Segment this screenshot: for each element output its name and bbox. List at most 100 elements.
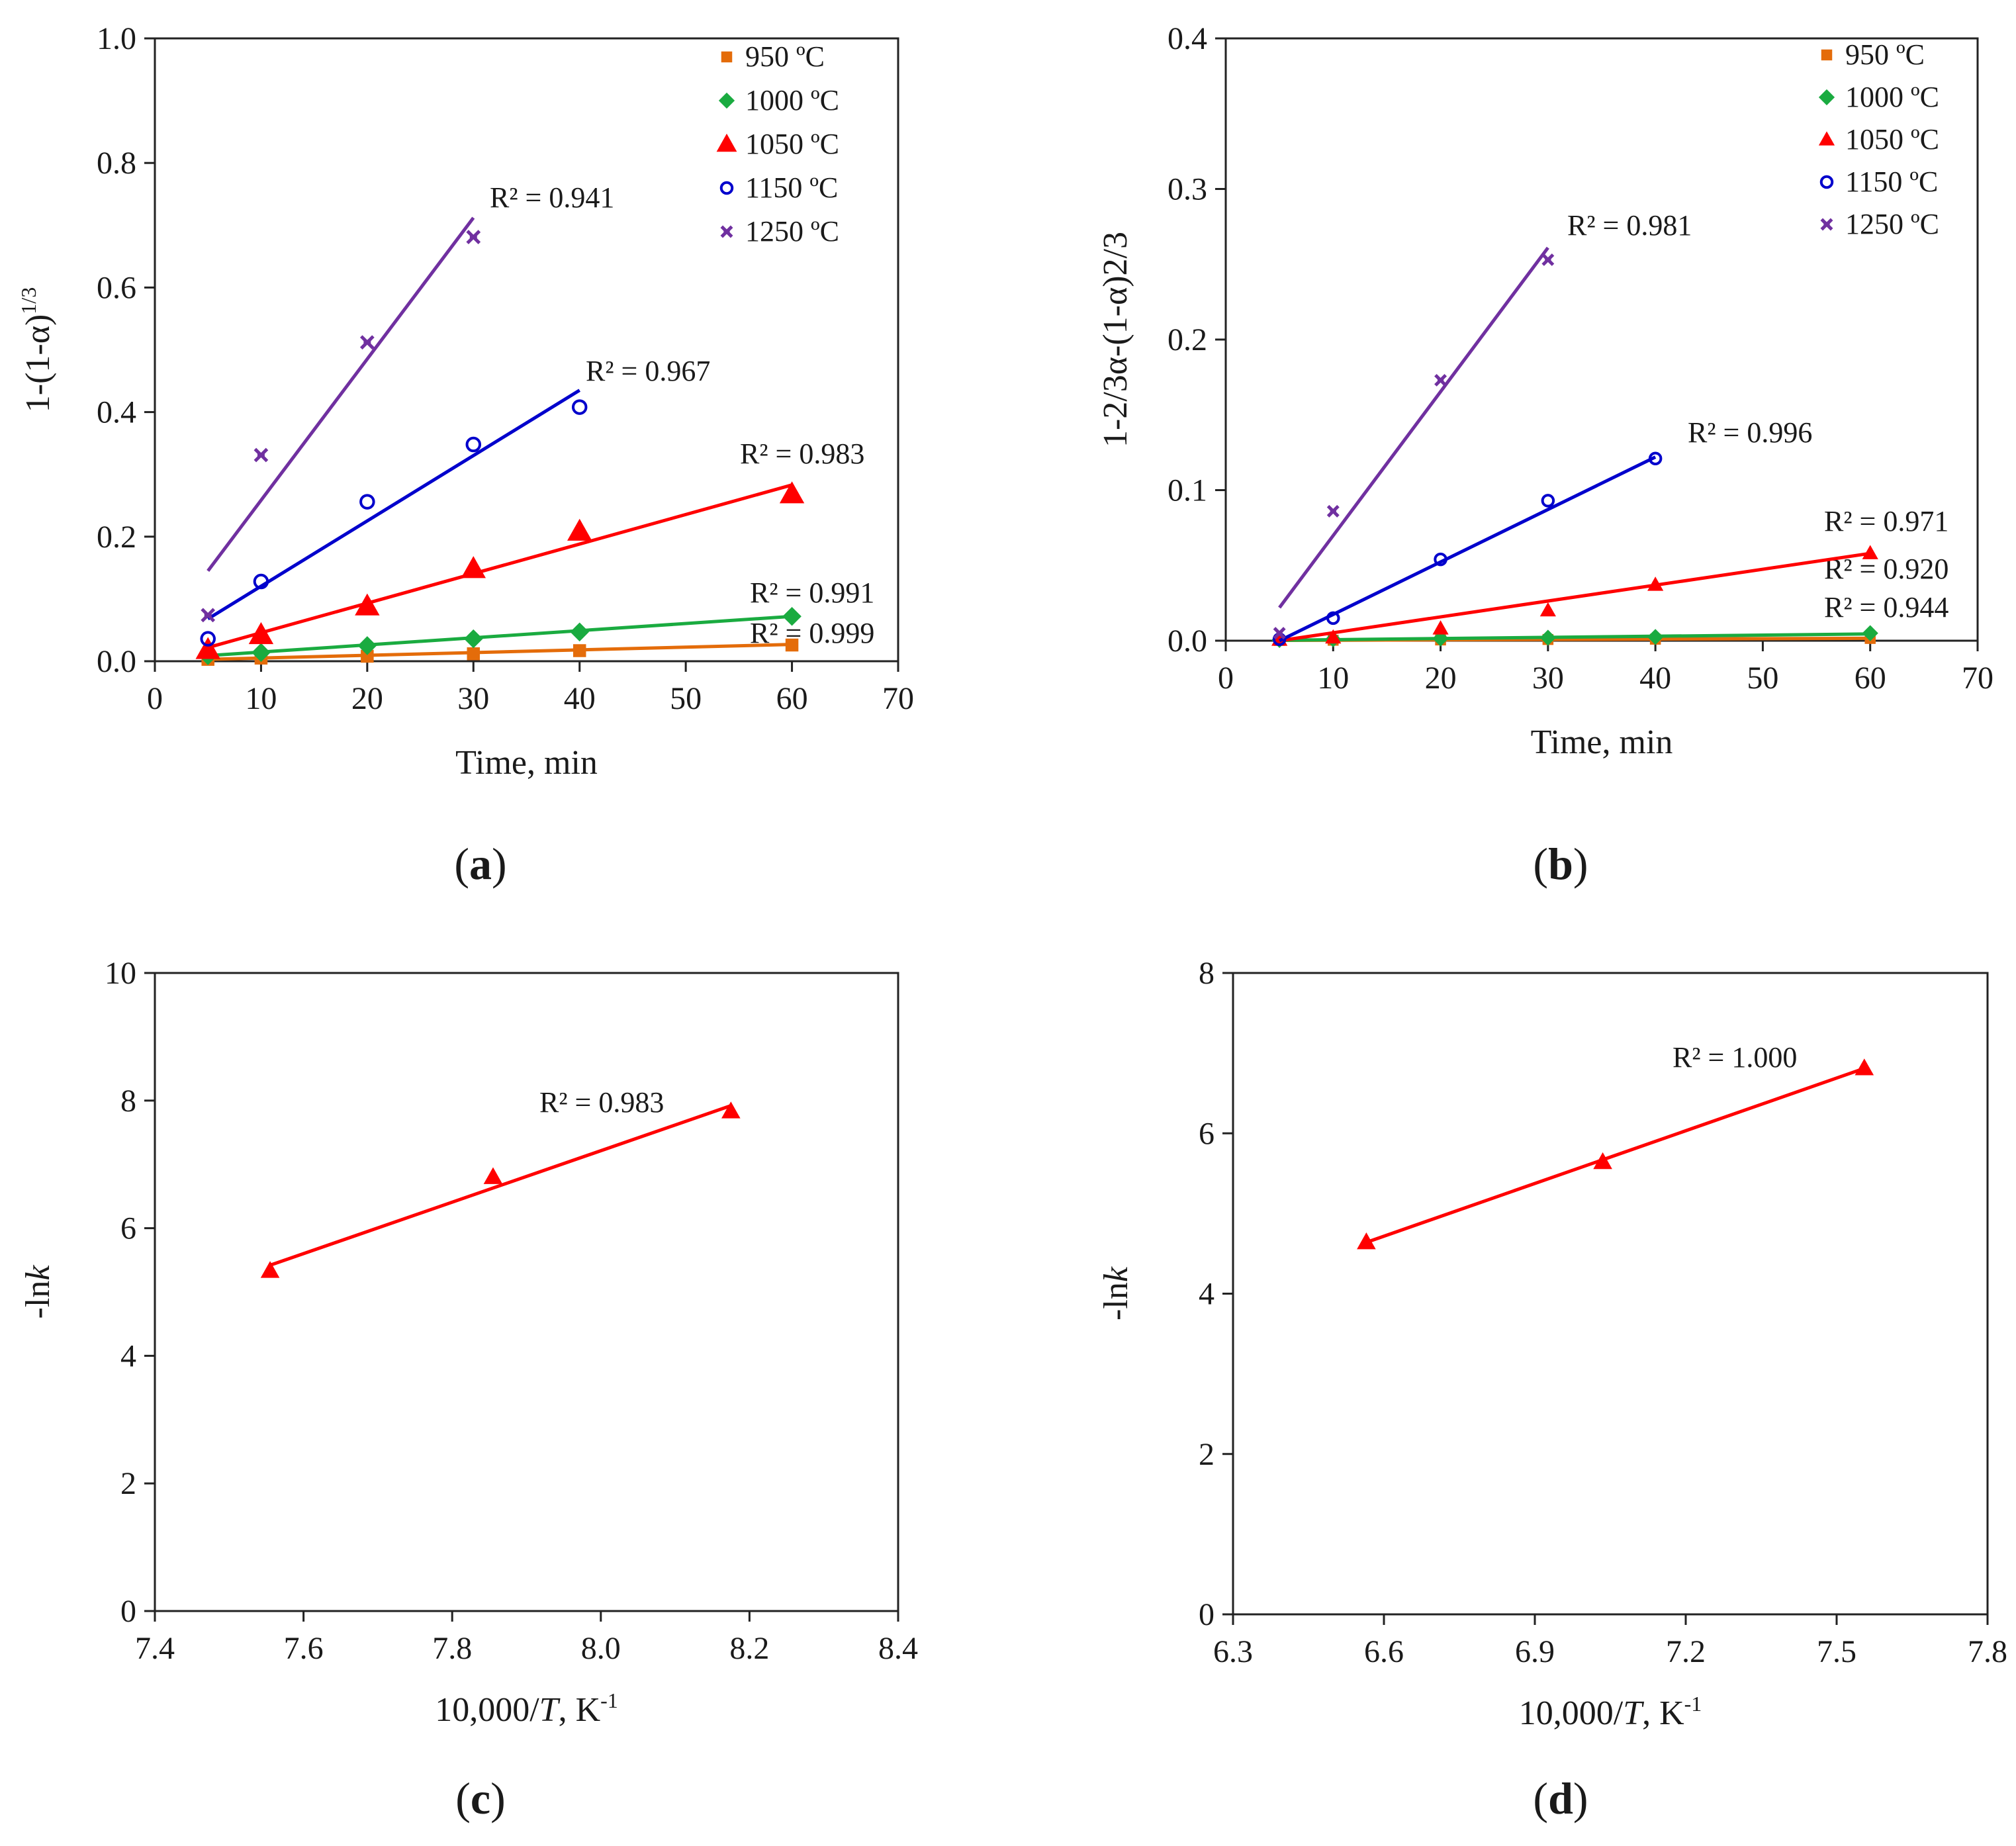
plot-area-c [154,972,899,1612]
y-tick-label: 0.1 [1168,473,1207,508]
data-point [355,593,380,616]
data-point [1855,1058,1874,1076]
data-point [567,518,592,541]
x-tick-label: 0 [1218,661,1234,696]
r-squared-label: R² = 0.971 [1824,505,1948,537]
data-point [195,637,220,659]
data-point [1434,373,1447,387]
series-a-2: R² = 0.983 [195,438,864,659]
plot-area-d [1232,972,1989,1616]
y-tick-label: 0 [1199,1597,1214,1632]
x-tick-label: 10 [1317,661,1349,696]
series-a-1: R² = 0.991 [198,577,874,665]
r-squared-label: R² = 0.944 [1824,591,1948,623]
x-tick-label: 7.8 [1968,1634,2007,1669]
data-point [359,494,375,510]
x-tick-label: 20 [1425,661,1457,696]
x-tick-label: 8.2 [729,1631,769,1666]
data-point [359,335,375,350]
legend-marker [718,92,735,109]
data-point [782,606,802,626]
x-tick-label: 7.8 [432,1631,472,1666]
data-point [467,647,481,661]
x-tick-label: 50 [670,681,702,716]
x-tick-label: 30 [1532,661,1564,696]
legend-entry: 1000 ºC [1845,81,1939,113]
data-point [357,636,377,655]
data-point [465,436,482,453]
x-tick-label: 0 [147,681,163,716]
r-squared-label: R² = 0.996 [1688,416,1812,449]
y-tick-label: 4 [120,1338,136,1373]
data-point [571,399,588,415]
data-point [1273,627,1286,640]
x-tick-label: 10 [245,681,277,716]
y-axis-title: 1-2/3α-(1-α)2/3 [1097,232,1134,447]
y-tick-label: 0.4 [97,395,136,430]
series-a-4: R² = 0.941 [201,181,614,623]
legend-entry: 1150 ºC [1845,165,1938,198]
y-tick-label: 8 [1199,956,1214,991]
y-tick-label: 0.4 [1168,21,1207,56]
data-point [463,629,483,649]
x-axis-title: Time, min [1531,723,1673,761]
r-squared-label: R² = 0.981 [1567,209,1692,242]
data-point [573,644,586,657]
data-point [1862,545,1878,559]
legend-entry: 1000 ºC [745,84,839,116]
y-tick-label: 0.8 [97,146,136,181]
x-tick-label: 8.0 [581,1631,621,1666]
data-point [1325,629,1342,644]
legend-marker [1819,175,1834,189]
data-point [253,447,269,463]
data-point [721,1101,741,1119]
data-point [1357,1232,1376,1250]
x-tick-label: 60 [776,681,808,716]
x-axis-title: 10,000/T, K-1 [435,1688,618,1729]
x-tick-label: 7.2 [1666,1634,1706,1669]
x-tick-label: 20 [351,681,383,716]
trend-line [207,483,793,649]
r-squared-label: R² = 0.983 [740,438,864,470]
data-point [1862,625,1878,641]
x-tick-label: 40 [1639,661,1671,696]
data-point [200,631,216,647]
trend-line [269,1104,732,1267]
trend-line [206,389,581,621]
data-point [466,230,481,245]
chart-d: 0 2 4 6 8 6.3 6.6 6.9 7.2 7.5 7.8 10,000/T, K-1 -lnk… [1097,956,2007,1823]
y-tick-label: 8 [120,1084,136,1119]
series-b-3: R² = 0.996 [1272,416,1812,646]
series-d-0: R² = 1.000 [1357,1041,1874,1250]
y-tick-label: 0.2 [1168,322,1207,357]
legend-marker [1820,218,1833,231]
y-tick-label: 0.0 [1168,623,1207,659]
data-point [248,622,274,645]
trend-line [1365,1066,1865,1244]
x-tick-label: 7.6 [284,1631,324,1666]
r-squared-label: R² = 0.991 [750,577,874,609]
legend-marker [1818,89,1835,106]
y-tick-label: 1.0 [97,21,136,56]
data-point [253,573,269,590]
y-tick-label: 0.0 [97,644,136,679]
data-point [260,1261,280,1278]
r-squared-label: R² = 1.000 [1672,1041,1797,1074]
data-point [1648,451,1663,465]
x-tick-label: 7.5 [1817,1634,1856,1669]
r-squared-label: R² = 0.983 [539,1086,664,1119]
y-tick-label: 2 [1199,1437,1214,1472]
legend-entry: 1250 ºC [1845,208,1939,240]
legend-entry: 950 ºC [745,40,825,73]
data-point [1539,629,1556,646]
legend-marker [721,51,733,63]
legend-marker [1818,131,1835,146]
y-tick-label: 6 [120,1211,136,1246]
plot-area-a [154,37,899,663]
chart-b: 0.0 0.1 0.2 0.3 0.4 0 10 20 30 40 50 60 70 Time, min 1… [1097,21,1993,889]
data-point [1434,552,1447,567]
y-axis-title: -lnk [1097,1266,1135,1320]
trend-line [1279,455,1657,643]
r-squared-label: R² = 0.941 [490,181,614,214]
data-point [1647,577,1664,591]
